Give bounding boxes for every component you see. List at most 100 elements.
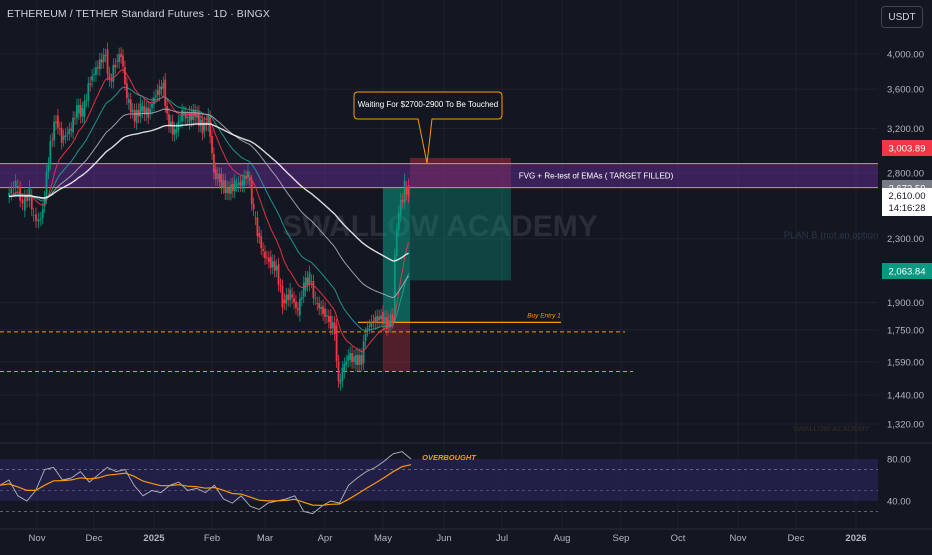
- price-axis: 4,000.00 3,600.00 3,200.00 2,800.00 2,300.00…: [887, 50, 924, 431]
- candle-body: [188, 112, 191, 123]
- candle-body: [192, 110, 195, 120]
- candle-body: [237, 183, 240, 186]
- candle-body: [30, 195, 33, 210]
- candle-body: [273, 261, 276, 271]
- time-label: Oct: [671, 533, 686, 544]
- candle-body: [126, 83, 128, 99]
- candle-body: [116, 60, 119, 62]
- candle-body: [335, 325, 338, 362]
- chart-title: ETHEREUM / TETHER Standard Futures · 1D …: [7, 8, 270, 20]
- candle-body: [41, 209, 44, 218]
- fvg-zone: [0, 163, 878, 188]
- candle-body: [214, 169, 217, 180]
- ema-line: [9, 108, 410, 299]
- candle-body: [285, 294, 288, 304]
- candle-body: [120, 53, 122, 58]
- candle-body: [141, 106, 144, 112]
- candle-body: [114, 64, 117, 68]
- candle-body: [8, 193, 11, 197]
- candle-body: [147, 107, 150, 118]
- stop-price-label-bg: [882, 140, 932, 156]
- candle-body: [175, 129, 178, 133]
- target-price-label-bg: [882, 263, 932, 279]
- stop-price-label: 3,003.89: [882, 140, 932, 156]
- candle-body: [143, 105, 146, 115]
- candle-body: [258, 233, 261, 238]
- candle-body: [154, 95, 157, 97]
- candle-body: [32, 214, 35, 216]
- time-label: Dec: [788, 533, 805, 544]
- candle-body: [133, 110, 136, 122]
- candle-body: [389, 314, 392, 327]
- candle-body: [355, 354, 357, 365]
- candle-body: [49, 141, 52, 164]
- candle-body: [198, 112, 200, 126]
- candle-body: [39, 218, 42, 220]
- candle-body: [102, 54, 105, 62]
- time-label: Jul: [496, 533, 508, 544]
- candle-body: [271, 261, 274, 268]
- time-label: Jun: [436, 533, 451, 544]
- candle-body: [341, 367, 344, 381]
- candle-body: [168, 114, 170, 127]
- candle-body: [368, 325, 371, 327]
- candle-body: [306, 277, 309, 285]
- price-tick-label: 3,200.00: [887, 124, 924, 135]
- candle-body: [124, 67, 126, 85]
- time-label: Mar: [257, 533, 273, 544]
- candle-body: [209, 117, 212, 137]
- candle-body: [95, 67, 97, 75]
- candle-body: [37, 219, 40, 222]
- candle-body: [329, 315, 332, 329]
- time-label: Dec: [86, 533, 103, 544]
- candle-body: [393, 254, 396, 316]
- candle-body: [241, 180, 244, 186]
- candle-body: [93, 74, 95, 76]
- candle-body: [74, 118, 76, 120]
- price-tick-label: 4,000.00: [887, 50, 924, 61]
- candle-body: [194, 110, 197, 117]
- candle-body: [235, 184, 238, 186]
- candle-body: [386, 317, 388, 329]
- candle-body: [145, 107, 148, 115]
- candle-body: [366, 327, 369, 330]
- candle-body: [108, 73, 111, 80]
- candle-body: [266, 257, 268, 259]
- candle-body: [199, 119, 202, 126]
- rsi-line: [0, 451, 412, 515]
- stop-price-label-text: 3,003.89: [889, 144, 926, 155]
- last-price-text: 2,610.00: [889, 191, 926, 202]
- candle-body: [76, 105, 78, 118]
- candle-body: [388, 320, 390, 326]
- candle-body: [81, 108, 84, 117]
- candle-body: [222, 180, 225, 188]
- candle-body: [358, 354, 361, 365]
- candle-body: [169, 121, 172, 127]
- candle-body: [51, 139, 54, 141]
- candle-body: [289, 289, 292, 301]
- candle-body: [287, 294, 290, 300]
- candle-body: [77, 104, 80, 114]
- candle-body: [66, 133, 69, 135]
- candle-body: [243, 176, 246, 186]
- rsi-tick-label: 80.00: [887, 455, 911, 466]
- currency-button[interactable]: USDT: [881, 6, 923, 28]
- time-label: 2025: [143, 533, 165, 544]
- callout-text: Waiting For $2700-2900 To Be Touched: [358, 100, 498, 109]
- rsi-band: [0, 459, 878, 501]
- candle-body: [153, 97, 155, 105]
- ema-line: [8, 69, 410, 353]
- candle-body: [304, 277, 307, 291]
- time-label: 2026: [845, 533, 866, 544]
- time-label: Feb: [204, 533, 220, 544]
- candle-body: [55, 121, 57, 124]
- candle-body: [156, 90, 159, 96]
- candle-body: [314, 297, 317, 299]
- candle-body: [43, 197, 46, 207]
- callout: Waiting For $2700-2900 To Be Touched: [353, 91, 503, 164]
- candle-body: [318, 303, 321, 309]
- candle-body: [343, 364, 346, 372]
- candle-body: [403, 180, 406, 203]
- candle-body: [135, 109, 138, 124]
